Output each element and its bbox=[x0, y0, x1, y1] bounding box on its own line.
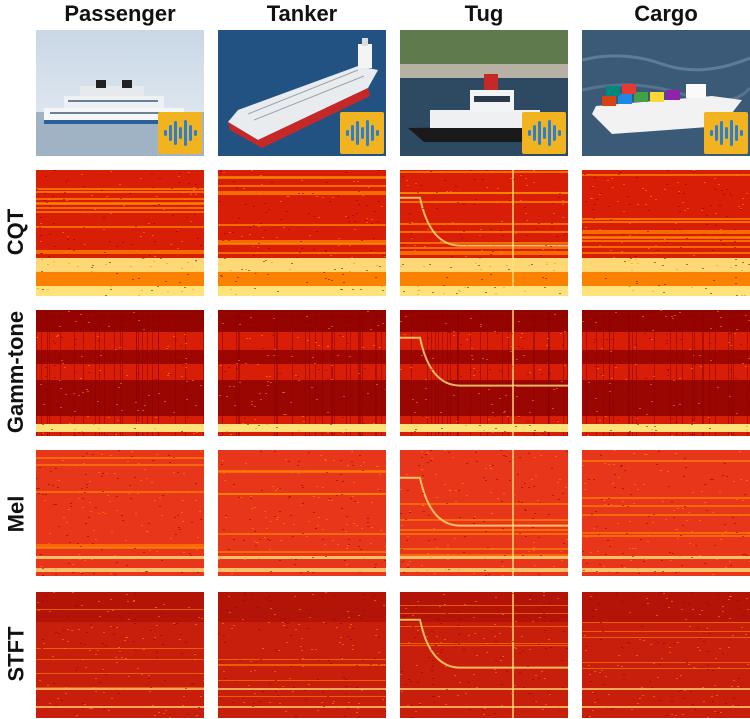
spectrogram-stft-cargo bbox=[582, 592, 750, 718]
audio-waveform-icon bbox=[522, 112, 566, 154]
column-title-tanker: Tanker bbox=[266, 1, 338, 26]
tanker-ship-image bbox=[218, 30, 386, 156]
spectrogram-cqt-tanker bbox=[218, 170, 386, 296]
tug-ship-image bbox=[400, 30, 568, 156]
spectrogram-gamma-tug bbox=[400, 310, 568, 436]
audio-waveform-icon bbox=[158, 112, 202, 154]
spectrogram-stft-tug bbox=[400, 592, 568, 718]
column-title-passenger: Passenger bbox=[64, 1, 176, 26]
row-label-mel: Mel bbox=[3, 495, 28, 533]
spectrogram-mel-tug bbox=[400, 450, 568, 576]
spectrogram-cqt-passenger bbox=[36, 170, 204, 296]
spectrogram-mel-passenger bbox=[36, 450, 204, 576]
column-title-cargo: Cargo bbox=[634, 1, 698, 26]
row-label-cqt: CQT bbox=[3, 208, 29, 256]
spectrogram-gamma-passenger bbox=[36, 310, 204, 436]
passenger-ship-image bbox=[36, 30, 204, 156]
row-label-stft: STFT bbox=[3, 626, 28, 682]
spectrogram-gamma-tanker bbox=[218, 310, 386, 436]
spectrogram-mel-cargo bbox=[582, 450, 750, 576]
spectrogram-mel-tanker bbox=[218, 450, 386, 576]
audio-waveform-icon bbox=[340, 112, 384, 154]
column-title-tug: Tug bbox=[464, 1, 504, 26]
spectrogram-cqt-cargo bbox=[582, 170, 750, 296]
spectrogram-gamma-cargo bbox=[582, 310, 750, 436]
audio-waveform-icon bbox=[704, 112, 748, 154]
row-label-gammatone: Gamm-tone bbox=[3, 310, 28, 434]
cargo-ship-image bbox=[582, 30, 750, 156]
spectrogram-stft-passenger bbox=[36, 592, 204, 718]
spectrogram-cqt-tug bbox=[400, 170, 568, 296]
spectrogram-stft-tanker bbox=[218, 592, 386, 718]
